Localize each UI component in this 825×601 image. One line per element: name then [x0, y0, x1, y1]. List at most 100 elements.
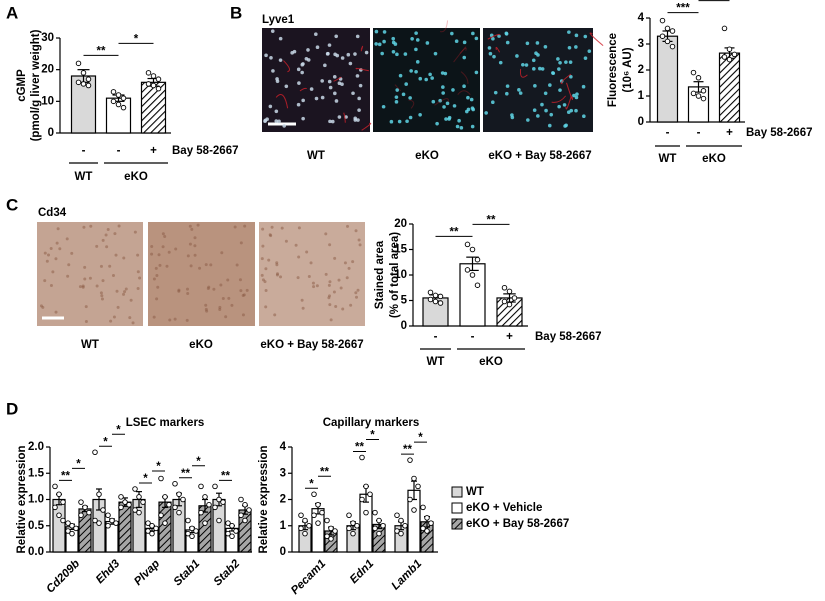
texture	[408, 115, 413, 120]
bar	[656, 35, 679, 123]
texture	[230, 303, 234, 307]
texture	[587, 49, 592, 53]
texture	[398, 73, 403, 78]
texture	[124, 287, 128, 291]
texture	[136, 287, 140, 291]
data-point	[428, 520, 434, 526]
data-point	[238, 496, 244, 503]
texture	[574, 33, 579, 38]
texture	[88, 276, 92, 280]
texture	[70, 251, 74, 255]
texture	[100, 297, 104, 301]
texture	[204, 263, 208, 267]
condition-name: Bay 58-2667	[746, 127, 813, 139]
texture	[123, 290, 127, 294]
y-tick-label: 4	[280, 441, 287, 453]
data-point	[700, 95, 707, 102]
chart-title: Capillary markers	[323, 417, 420, 429]
data-point	[695, 75, 702, 81]
texture	[218, 305, 222, 309]
micrograph	[148, 222, 255, 326]
texture	[275, 77, 279, 81]
legend-label: WT	[466, 486, 484, 498]
texture	[526, 118, 530, 122]
texture	[536, 114, 540, 118]
significance-label: *	[418, 432, 423, 444]
texture	[442, 105, 446, 109]
y-tick-label: 10	[41, 95, 54, 107]
texture	[410, 36, 414, 41]
texture	[455, 124, 460, 129]
texture	[296, 102, 301, 107]
stain-label: Cd34	[38, 207, 67, 219]
texture	[204, 307, 208, 311]
texture	[136, 270, 140, 274]
texture	[193, 253, 197, 257]
texture	[540, 102, 544, 107]
texture	[299, 87, 307, 92]
texture	[270, 29, 275, 33]
texture	[540, 67, 545, 71]
texture	[535, 41, 540, 45]
texture	[301, 306, 305, 310]
y-tick-label: 0.0	[28, 546, 44, 558]
condition-label: -	[471, 331, 475, 343]
texture	[300, 298, 304, 302]
texture	[403, 52, 408, 56]
data-point	[346, 525, 352, 532]
y-tick-label: 2	[280, 494, 286, 506]
texture	[101, 279, 105, 283]
y-tick-label: 15	[394, 244, 407, 256]
data-point	[394, 528, 400, 534]
texture	[351, 260, 355, 264]
texture	[361, 122, 372, 131]
texture	[488, 51, 493, 56]
data-point	[56, 512, 62, 519]
texture	[454, 39, 459, 44]
significance-label: **	[181, 468, 190, 480]
texture	[56, 227, 60, 231]
texture	[275, 263, 279, 267]
data-point	[225, 530, 231, 537]
texture	[167, 250, 171, 254]
y-tick-label: 1.0	[28, 494, 44, 506]
condition-label: -	[697, 127, 701, 139]
texture	[296, 67, 301, 72]
x-tick-label: Lamb1	[390, 558, 425, 593]
data-point	[659, 17, 666, 24]
group-label: WT	[75, 171, 93, 183]
texture	[326, 51, 330, 56]
texture	[355, 34, 360, 39]
texture	[161, 232, 165, 236]
data-point	[115, 92, 122, 98]
data-point	[690, 69, 697, 76]
data-point	[110, 98, 117, 105]
texture	[567, 30, 571, 34]
y-tick-label: 4	[638, 12, 645, 24]
texture	[498, 60, 503, 65]
data-point	[511, 295, 518, 301]
texture	[440, 71, 445, 75]
texture	[581, 84, 586, 89]
texture	[532, 108, 537, 112]
y-tick-label: 0	[638, 116, 644, 128]
data-point	[346, 512, 352, 519]
condition-label: -	[666, 127, 670, 139]
texture	[219, 283, 223, 287]
data-point	[85, 82, 92, 89]
data-point	[501, 285, 508, 291]
group-label: WT	[659, 153, 677, 165]
texture	[168, 318, 172, 322]
x-tick-label: Stab1	[172, 558, 203, 589]
data-point	[324, 533, 330, 540]
y-tick-label: 0	[280, 546, 286, 558]
texture	[356, 118, 360, 122]
group-label: eKO	[702, 153, 726, 165]
texture	[430, 76, 434, 80]
texture	[377, 42, 382, 47]
data-point	[162, 494, 168, 500]
significance-label: **	[320, 466, 329, 478]
texture	[459, 126, 464, 130]
texture	[89, 224, 93, 228]
texture	[547, 123, 552, 128]
